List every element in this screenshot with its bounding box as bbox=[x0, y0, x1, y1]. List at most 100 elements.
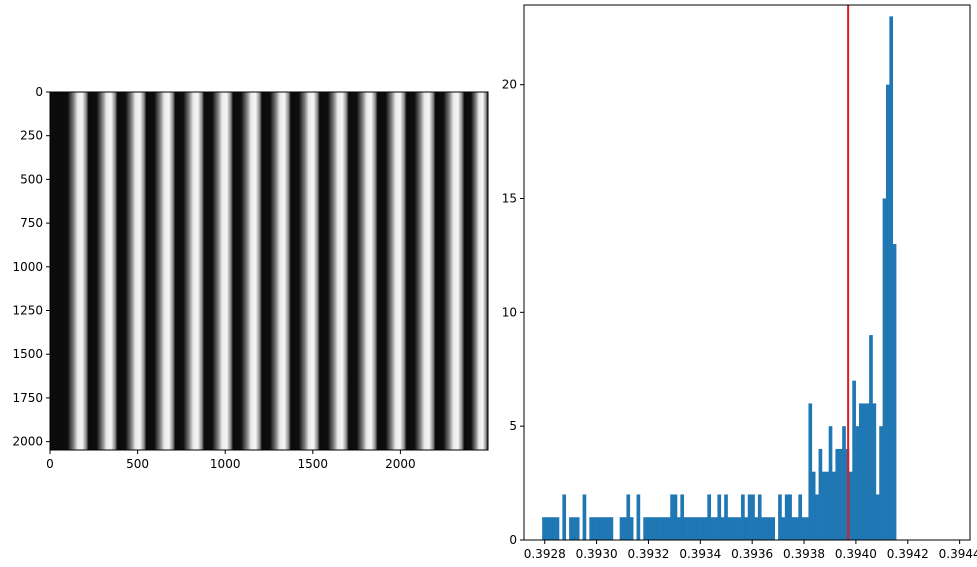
histogram-bar bbox=[784, 494, 789, 540]
histogram-bar bbox=[727, 517, 732, 540]
histogram-bar bbox=[724, 494, 728, 540]
histogram-bar bbox=[693, 517, 698, 540]
histogram-frame bbox=[523, 4, 971, 541]
histogram-bar bbox=[815, 494, 819, 540]
histogram-bar bbox=[626, 494, 631, 540]
histogram-y-axis: 0 5 10 15 20 bbox=[502, 78, 524, 547]
histogram-bar bbox=[643, 517, 647, 540]
histogram-bar bbox=[764, 517, 769, 540]
histogram-bar bbox=[653, 517, 658, 540]
histogram-bar bbox=[842, 426, 846, 540]
histogram-bar bbox=[683, 517, 688, 540]
histogram-bar bbox=[754, 517, 759, 540]
x-tick-label: 0.3928 bbox=[524, 547, 566, 561]
histogram-bar bbox=[747, 494, 752, 540]
stripe bbox=[117, 92, 147, 450]
x-tick-label: 0.3934 bbox=[679, 547, 721, 561]
histogram-bar bbox=[700, 517, 705, 540]
histogram-bar bbox=[798, 494, 803, 540]
histogram-bar bbox=[862, 403, 867, 540]
y-tick-label: 15 bbox=[502, 192, 517, 206]
histogram-bar bbox=[592, 517, 597, 540]
stripe bbox=[88, 92, 118, 450]
histogram-bar bbox=[663, 517, 668, 540]
histogram-bar bbox=[542, 517, 546, 540]
histogram-bar bbox=[646, 517, 651, 540]
histogram-bar bbox=[811, 471, 816, 540]
x-tick-label: 1000 bbox=[210, 457, 241, 471]
stripe bbox=[233, 92, 262, 450]
histogram-bar bbox=[859, 403, 863, 540]
image-frame bbox=[49, 91, 489, 451]
histogram-bar bbox=[680, 494, 685, 540]
y-tick-label: 2000 bbox=[12, 435, 43, 449]
stripe bbox=[290, 92, 320, 450]
histogram-bar bbox=[737, 517, 742, 540]
stripe bbox=[261, 92, 291, 450]
histogram-bar bbox=[835, 448, 840, 540]
histogram-bar bbox=[599, 517, 604, 540]
histogram-bar bbox=[751, 494, 755, 540]
image-panel: 0 250 500 750 1000 1250 1500 1750 2000 0 500 1000 1… bbox=[12, 85, 489, 471]
histogram-bar bbox=[666, 517, 671, 540]
histogram-bar bbox=[707, 494, 711, 540]
histogram-bars bbox=[542, 16, 897, 541]
histogram-bar bbox=[670, 494, 674, 540]
histogram-bar bbox=[555, 517, 560, 540]
histogram-bar bbox=[808, 403, 813, 540]
stripe bbox=[204, 92, 234, 450]
y-tick-label: 0 bbox=[509, 533, 517, 547]
stripe bbox=[435, 92, 465, 450]
histogram-bar bbox=[720, 517, 725, 540]
x-tick-label: 0.3936 bbox=[731, 547, 773, 561]
y-tick-label: 750 bbox=[20, 216, 43, 230]
histogram-bar bbox=[885, 84, 890, 541]
histogram-bar bbox=[609, 517, 614, 540]
histogram-bar bbox=[757, 494, 762, 540]
histogram-bar bbox=[855, 426, 860, 540]
histogram-bar bbox=[714, 517, 718, 540]
histogram-bar bbox=[734, 517, 738, 540]
stripe bbox=[319, 92, 349, 450]
histogram-bar bbox=[889, 16, 894, 540]
stripe bbox=[464, 92, 488, 450]
histogram-bar bbox=[872, 403, 877, 540]
histogram-bar bbox=[865, 403, 870, 540]
histogram-bar bbox=[660, 517, 664, 540]
histogram-bar bbox=[636, 494, 641, 540]
histogram-bar bbox=[703, 517, 708, 540]
histogram-bar bbox=[629, 517, 634, 540]
histogram-bar bbox=[623, 517, 627, 540]
y-tick-label: 1250 bbox=[12, 304, 43, 318]
x-tick-label: 0.3932 bbox=[627, 547, 669, 561]
x-tick-label: 0.3940 bbox=[835, 547, 877, 561]
histogram-bar bbox=[619, 517, 624, 540]
histogram-bar bbox=[838, 448, 843, 540]
histogram-bar bbox=[791, 517, 796, 540]
histogram-bar bbox=[606, 517, 610, 540]
histogram-bar bbox=[548, 517, 553, 540]
histogram-bar bbox=[778, 494, 782, 540]
y-tick-label: 1500 bbox=[12, 347, 43, 361]
stripe bbox=[175, 92, 205, 450]
histogram-bar bbox=[730, 517, 735, 540]
stripe bbox=[348, 92, 378, 450]
x-tick-label: 0.3944 bbox=[939, 547, 977, 561]
stripe-pattern bbox=[59, 92, 488, 450]
histogram-bar bbox=[794, 517, 799, 540]
histogram-bar bbox=[818, 448, 823, 540]
histogram-bar bbox=[848, 471, 853, 540]
histogram-bar bbox=[552, 517, 556, 540]
histogram-bar bbox=[882, 198, 887, 541]
histogram-bar bbox=[602, 517, 607, 540]
histogram-bar bbox=[589, 517, 594, 540]
histogram-bar bbox=[545, 517, 550, 540]
histogram-bar bbox=[687, 517, 691, 540]
histogram-bar bbox=[892, 244, 897, 541]
histogram-bar bbox=[596, 517, 600, 540]
histogram-bar bbox=[717, 494, 722, 540]
stripe bbox=[59, 92, 89, 450]
histogram-bar bbox=[575, 517, 580, 540]
histogram-bar bbox=[656, 517, 661, 540]
